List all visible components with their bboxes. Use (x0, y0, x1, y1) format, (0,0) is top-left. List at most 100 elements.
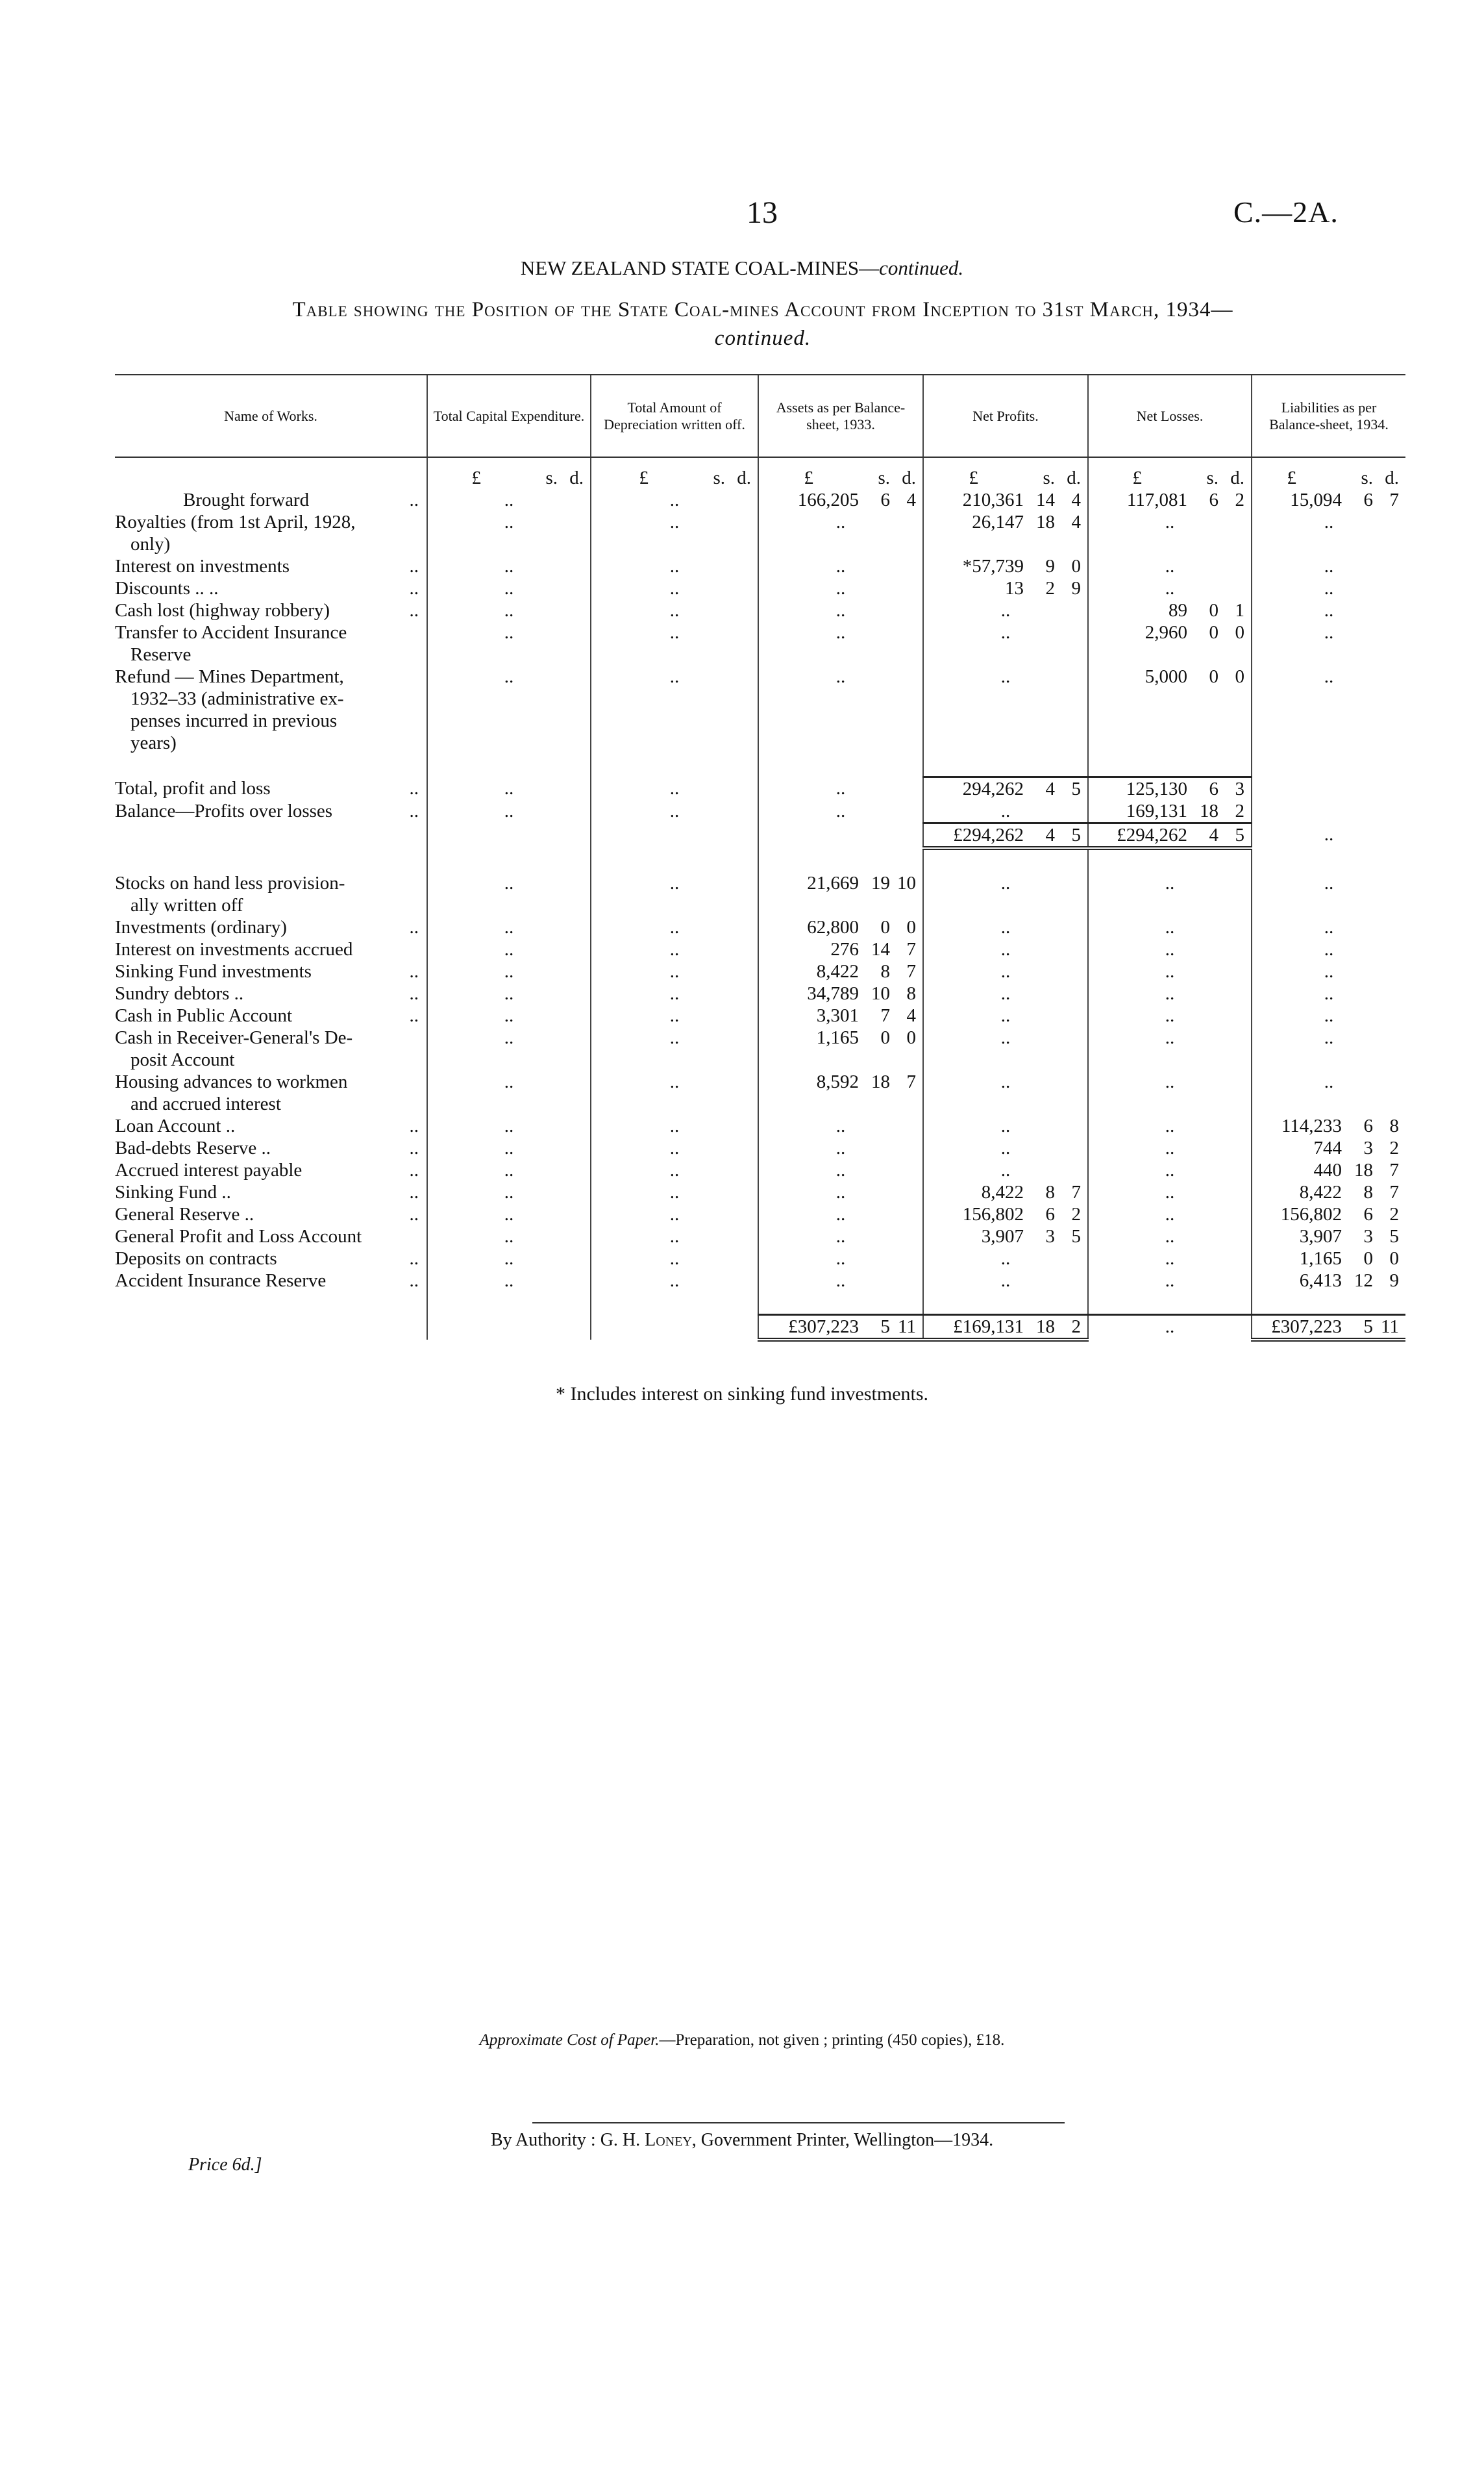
value-cell: .. (590, 777, 758, 800)
row-label: Bad-debts Reserve .... (115, 1137, 427, 1159)
nil-dots: .. (1000, 983, 1011, 1004)
shilling-unit: s. (878, 468, 890, 488)
money-value: 8,422 8 7 (1252, 1181, 1405, 1203)
pounds: 3,301 (816, 1005, 859, 1026)
nil-dots: .. (669, 777, 680, 799)
value-cell: .. (427, 916, 591, 938)
pounds: 169,131 (1126, 801, 1187, 821)
authority-suffix: , Government Printer, Wellington—1934. (691, 2130, 994, 2150)
nil-dots: .. (835, 1204, 846, 1225)
nil-dots: .. (1000, 1005, 1011, 1026)
nil-dots: .. (1165, 1027, 1175, 1048)
value-cell: .. (590, 1115, 758, 1137)
value-cell: .. (590, 1270, 758, 1292)
table-row: £307,223 5 11 £169,131 18 2.. £307,223 5 11 (115, 1314, 1405, 1342)
table-row: Interest on investments........ *57,739 9 0… (115, 555, 1405, 577)
shillings: 0 (1209, 666, 1219, 687)
value-cell: .. (427, 1027, 591, 1071)
table-row: Cash in Public Account...... 3,301 7 4.....… (115, 1005, 1405, 1027)
spacer-cell (922, 754, 1088, 777)
pounds: 2,960 (1144, 622, 1187, 643)
shillings: 0 (880, 1027, 891, 1048)
shillings: 18 (1354, 1160, 1373, 1181)
value-cell: .. (427, 666, 591, 754)
value-cell: .. (427, 960, 591, 983)
footnote: * Includes interest on sinking fund inve… (555, 1383, 929, 1405)
row-label-line: Total, profit and loss (115, 777, 271, 799)
money-units: £ s. d. (759, 467, 922, 489)
value-cell: .. (1087, 1225, 1252, 1247)
row-label-line: Deposits on contracts (115, 1248, 277, 1269)
shillings: 18 (871, 1071, 890, 1092)
spacer-cell (115, 754, 427, 777)
row-label: Sundry debtors .... (115, 983, 427, 1005)
pence: 2 (1389, 1138, 1400, 1158)
value-cell: .. (590, 1027, 758, 1071)
nil-dots: .. (1000, 600, 1011, 621)
value-cell: .. (1087, 916, 1252, 938)
value-cell: 8,422 8 7 (1251, 1181, 1405, 1203)
leader-dots: .. (409, 1138, 419, 1158)
shillings: 18 (1200, 801, 1218, 821)
value-cell: 62,800 0 0 (758, 916, 923, 938)
nil-dots: .. (835, 512, 846, 532)
money-value: 3,907 3 5 (924, 1225, 1087, 1247)
money-value: 3,907 3 5 (1252, 1225, 1405, 1247)
shillings: 7 (880, 1005, 891, 1026)
pounds: £294,262 (953, 825, 1024, 845)
pounds: 8,422 (816, 961, 859, 982)
money-value: 440 18 7 (1252, 1159, 1405, 1181)
money-value: 89 0 1 (1089, 599, 1251, 621)
nil-dots: .. (835, 578, 846, 599)
value-cell: 89 0 1 (1087, 599, 1252, 621)
shillings: 6 (1363, 490, 1374, 510)
table-row: Brought forward...... 166,205 6 4 210,361 14 4… (115, 489, 1405, 511)
row-label-cell: Balance—Profits over losses.. (115, 800, 427, 823)
pounds: 5,000 (1144, 666, 1187, 687)
row-label-line: Housing advances to workmen (115, 1071, 348, 1092)
value-cell: .. (1087, 1203, 1252, 1225)
nil-dots: .. (504, 983, 514, 1004)
spacer-row (115, 848, 1405, 872)
nil-dots: .. (835, 1226, 846, 1247)
spacer-cell (758, 1292, 923, 1315)
row-label-cell: Bad-debts Reserve .... (115, 1137, 427, 1159)
value-cell: .. (758, 1247, 923, 1270)
value-cell: .. (758, 621, 923, 666)
nil-dots: .. (1000, 1160, 1011, 1181)
pounds: £169,131 (953, 1316, 1024, 1337)
table-row: Royalties (from 1st April, 1928, only)...… (115, 511, 1405, 555)
nil-dots: .. (1324, 939, 1334, 960)
nil-dots: .. (504, 622, 514, 643)
pound-sign: £ (1287, 468, 1297, 488)
value-cell: 21,669 19 10 (758, 872, 923, 916)
pence: 4 (1071, 512, 1082, 532)
shilling-unit: s. (1043, 468, 1055, 488)
shillings: 0 (1209, 600, 1219, 621)
nil-dots: .. (1165, 1071, 1175, 1092)
table-row: Investments (ordinary)...... 62,800 0 0....… (115, 916, 1405, 938)
header-row: Name of Works. Total Capital Expenditure… (115, 374, 1405, 458)
table-row: Total, profit and loss........ 294,262 4 5 1… (115, 776, 1405, 800)
value-cell: .. (922, 938, 1088, 960)
value-cell: .. (758, 511, 923, 555)
money-value: 5,000 0 0 (1089, 666, 1251, 688)
value-cell: .. (590, 1137, 758, 1159)
units-cell: £ s. d. (922, 457, 1088, 489)
leader-dots: .. (409, 556, 419, 577)
pence: 1 (1235, 600, 1245, 621)
pound-sign: £ (1132, 468, 1143, 488)
shillings: 8 (880, 961, 891, 982)
value-cell: .. (590, 872, 758, 916)
value-cell: .. (1087, 577, 1252, 599)
pence: 5 (1071, 779, 1082, 799)
nil-dots: .. (504, 873, 514, 894)
nil-dots: .. (1000, 801, 1011, 821)
pence: 4 (906, 490, 917, 510)
row-label-cell: Brought forward.. (115, 489, 427, 511)
nil-dots: .. (1324, 578, 1334, 599)
value-cell: *57,739 9 0 (922, 555, 1088, 577)
pounds: 6,413 (1299, 1270, 1342, 1291)
row-label: Accrued interest payable.. (115, 1159, 427, 1181)
value-cell: .. (1251, 577, 1405, 599)
